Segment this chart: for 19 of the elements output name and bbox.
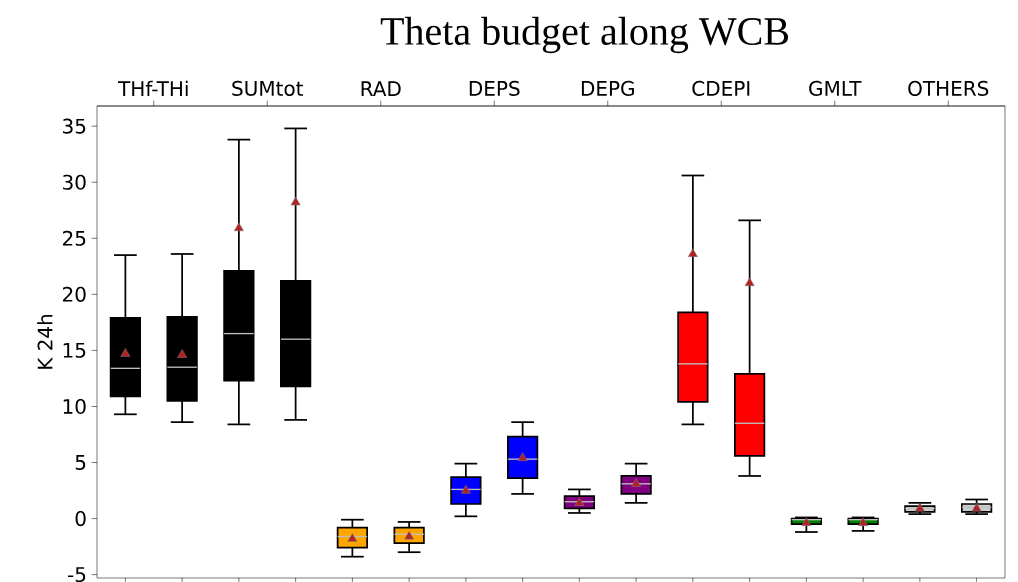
x-tick-label: RAD [361,81,401,96]
y-tick-label: 15 [63,342,86,358]
y-tick-label: 20 [62,286,86,302]
y-tick-label: 25 [62,230,86,246]
y-axis-title: K 24h [37,314,53,369]
x-tick-label: SUMtot [232,80,304,96]
x-tick-label: OTHERS [908,80,989,96]
y-tick-label: 10 [63,398,86,415]
y-tick-label: -5 [68,567,86,582]
y-tick-label: 35 [63,118,86,134]
chart-title: Theta budget along WCB [380,16,789,54]
y-tick-label: 5 [75,455,86,470]
x-tick-label: THf-THi [118,80,188,96]
x-tick-label: GMLT [809,80,862,96]
x-tick-label: DEPS [469,80,520,96]
x-tick-label: DEPG [581,80,634,96]
y-tick-label: 0 [75,511,86,527]
y-tick-label: 30 [63,174,86,190]
x-tick-label: CDEPI [692,80,750,96]
